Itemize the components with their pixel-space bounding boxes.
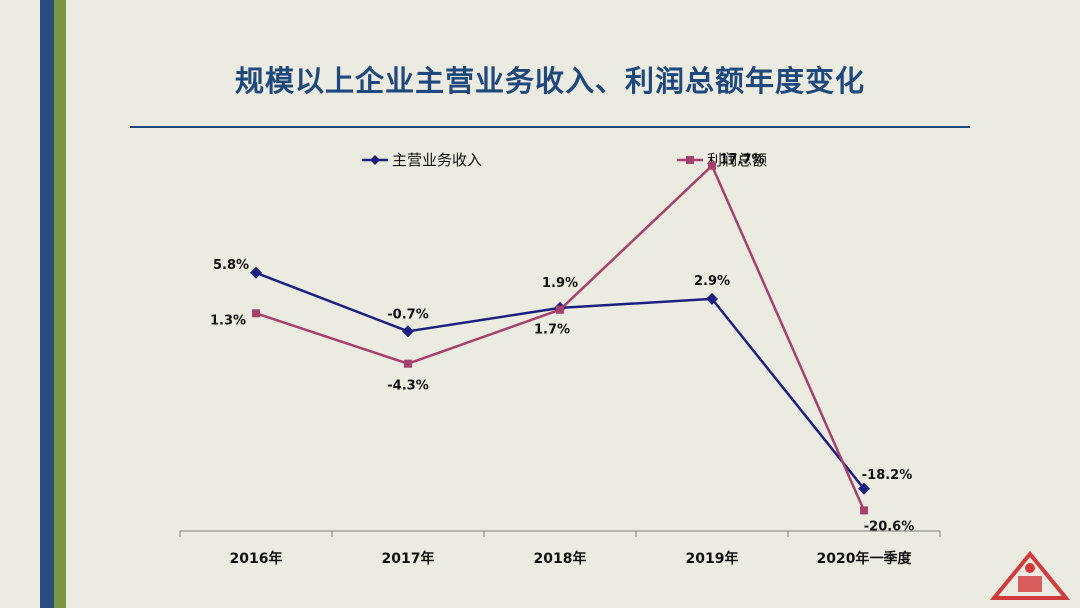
- data-point-profit: [404, 359, 412, 368]
- page-title: 规模以上企业主营业务收入、利润总额年度变化: [234, 64, 865, 98]
- data-point-revenue: [858, 482, 870, 495]
- legend-label: 主营业务收入: [392, 151, 482, 169]
- data-label-profit: 1.7%: [534, 323, 570, 338]
- data-point-revenue: [250, 266, 262, 279]
- legend-marker-diamond: [370, 155, 380, 165]
- x-tick-label: 2016年: [230, 550, 283, 567]
- watermark-logo: [990, 550, 1070, 600]
- data-point-profit: [252, 309, 260, 318]
- title-divider: [130, 126, 970, 128]
- legend-marker-square: [686, 156, 694, 164]
- accent-bar-blue: [40, 0, 54, 608]
- data-point-profit: [708, 161, 716, 170]
- data-label-revenue: 1.9%: [542, 276, 578, 291]
- data-point-revenue: [706, 292, 718, 305]
- data-label-revenue: -0.7%: [387, 307, 428, 322]
- data-label-revenue: 5.8%: [213, 258, 249, 273]
- data-label-profit: 17.7%: [719, 153, 764, 168]
- data-point-profit: [860, 506, 868, 515]
- x-tick-label: 2018年: [534, 550, 587, 567]
- x-tick-label: 2019年: [686, 550, 739, 567]
- legend-label: 利润总额: [707, 151, 767, 169]
- data-point-revenue: [402, 325, 414, 338]
- x-tick-label: 2020年一季度: [817, 550, 913, 567]
- data-point-profit: [556, 305, 564, 314]
- data-label-profit: -4.3%: [387, 379, 428, 394]
- series-line-profit: [255, 164, 866, 511]
- x-tick-label: 2017年: [382, 550, 435, 567]
- data-label-profit: 1.3%: [210, 313, 246, 328]
- accent-bar-green: [54, 0, 66, 608]
- data-label-revenue: -18.2%: [862, 468, 913, 483]
- data-label-revenue: 2.9%: [694, 274, 730, 289]
- data-label-profit: -20.6%: [864, 519, 915, 534]
